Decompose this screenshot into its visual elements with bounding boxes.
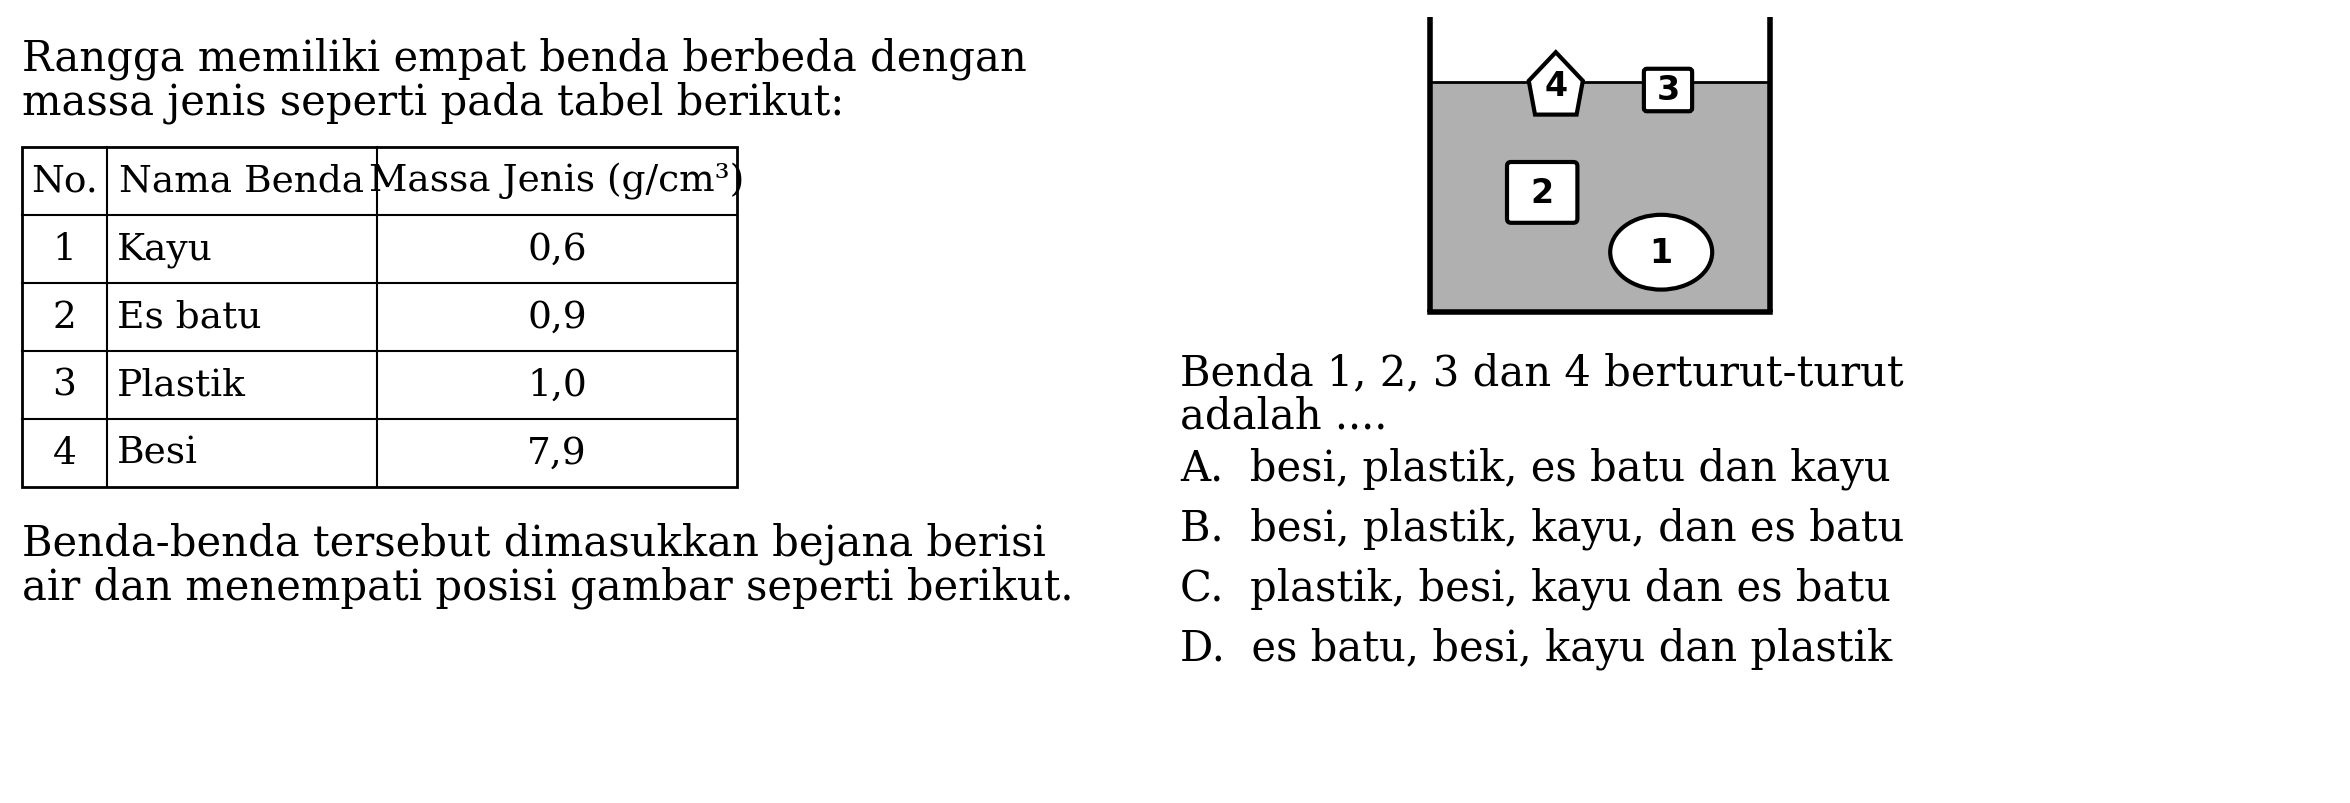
- Text: D.  es batu, besi, kayu dan plastik: D. es batu, besi, kayu dan plastik: [1180, 627, 1892, 670]
- Text: C.  plastik, besi, kayu dan es batu: C. plastik, besi, kayu dan es batu: [1180, 567, 1892, 609]
- FancyBboxPatch shape: [1645, 70, 1692, 112]
- Text: 0,6: 0,6: [526, 232, 588, 267]
- Text: 7,9: 7,9: [526, 435, 588, 471]
- Text: Plastik: Plastik: [118, 368, 247, 403]
- Text: No.: No.: [31, 164, 99, 200]
- Ellipse shape: [1610, 215, 1713, 290]
- Text: 1: 1: [52, 232, 78, 267]
- Text: 3: 3: [52, 368, 78, 403]
- Text: 3: 3: [1657, 75, 1680, 108]
- FancyBboxPatch shape: [1506, 163, 1577, 223]
- Text: B.  besi, plastik, kayu, dan es batu: B. besi, plastik, kayu, dan es batu: [1180, 507, 1904, 550]
- Bar: [21, 148, 738, 487]
- Text: Rangga memiliki empat benda berbeda dengan: Rangga memiliki empat benda berbeda deng…: [21, 38, 1027, 80]
- Text: 2: 2: [52, 300, 75, 336]
- Text: Massa Jenis (g/cm³): Massa Jenis (g/cm³): [369, 163, 745, 200]
- Text: Benda-benda tersebut dimasukkan bejana berisi: Benda-benda tersebut dimasukkan bejana b…: [21, 522, 1046, 565]
- Text: air dan menempati posisi gambar seperti berikut.: air dan menempati posisi gambar seperti …: [21, 566, 1074, 609]
- Text: 4: 4: [1544, 71, 1567, 104]
- Text: adalah ....: adalah ....: [1180, 396, 1386, 438]
- Bar: [1431, 83, 1767, 311]
- Text: Kayu: Kayu: [118, 232, 214, 267]
- Polygon shape: [1530, 53, 1584, 116]
- Text: massa jenis seperti pada tabel berikut:: massa jenis seperti pada tabel berikut:: [21, 82, 844, 124]
- Text: 1,0: 1,0: [526, 368, 588, 403]
- Text: 2: 2: [1530, 177, 1553, 210]
- Text: 4: 4: [52, 435, 78, 471]
- Bar: [21, 148, 738, 487]
- Text: Nama Benda: Nama Benda: [120, 164, 364, 200]
- Text: 1: 1: [1650, 236, 1673, 269]
- Text: A.  besi, plastik, es batu dan kayu: A. besi, plastik, es batu dan kayu: [1180, 447, 1892, 490]
- Text: Es batu: Es batu: [118, 300, 261, 336]
- Text: Benda 1, 2, 3 dan 4 berturut-turut: Benda 1, 2, 3 dan 4 berturut-turut: [1180, 352, 1904, 393]
- Text: Besi: Besi: [118, 435, 197, 471]
- Text: 0,9: 0,9: [526, 300, 588, 336]
